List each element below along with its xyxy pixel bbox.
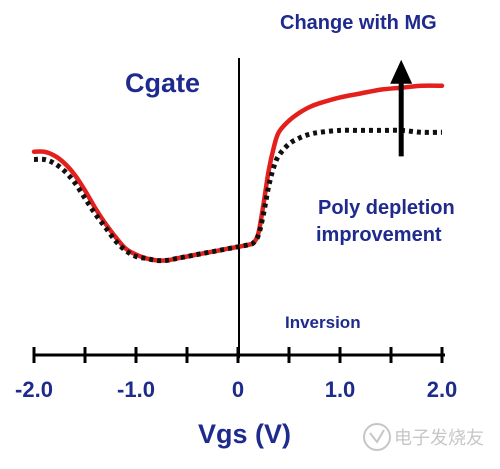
x-tick-label: -2.0 xyxy=(15,377,53,402)
x-tick-label: 1.0 xyxy=(325,377,356,402)
watermark: 电子发烧友 xyxy=(363,423,484,451)
annotation-inversion: Inversion xyxy=(285,313,361,332)
change-arrow xyxy=(390,59,413,157)
annotation-poly-line2: improvement xyxy=(316,224,442,246)
watermark-logo-mark xyxy=(369,429,385,444)
x-tick-label: -1.0 xyxy=(117,377,155,402)
watermark-text: 电子发烧友 xyxy=(394,428,484,449)
annotation-poly-line1: Poly depletion xyxy=(318,197,455,219)
x-tick-label: 0 xyxy=(232,377,244,402)
watermark-logo-icon xyxy=(363,423,391,451)
x-tick-label: 2.0 xyxy=(427,377,458,402)
annotation-top: Change with MG xyxy=(280,12,437,34)
x-axis-ticks xyxy=(32,347,444,363)
x-tick-labels: -2.0 -1.0 0 1.0 2.0 xyxy=(15,377,457,402)
y-axis-label: Cgate xyxy=(125,68,200,98)
series-dotted-black-line xyxy=(33,127,443,264)
x-axis-label: Vgs (V) xyxy=(198,419,291,449)
